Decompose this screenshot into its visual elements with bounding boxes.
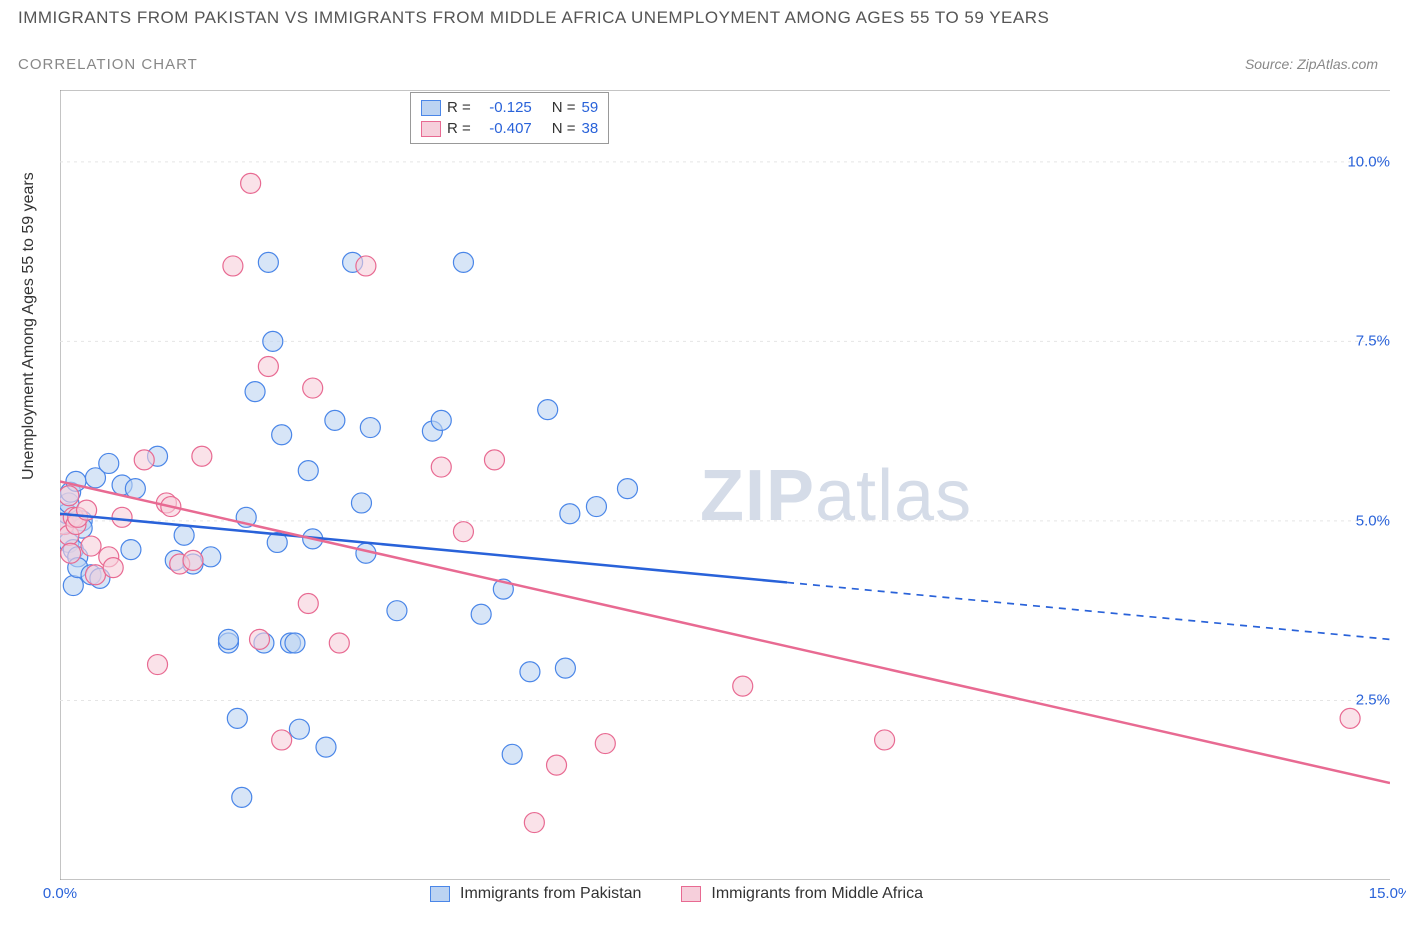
r-value: -0.125 bbox=[477, 99, 532, 116]
n-value: 59 bbox=[582, 99, 599, 116]
r-value: -0.407 bbox=[477, 120, 532, 137]
chart-subtitle: CORRELATION CHART bbox=[18, 56, 198, 73]
legend-swatch bbox=[681, 886, 701, 902]
legend-stat-row: R = -0.407 N = 38 bbox=[421, 118, 598, 139]
y-axis-label: Unemployment Among Ages 55 to 59 years bbox=[20, 172, 38, 480]
r-label: R = bbox=[447, 120, 471, 137]
n-value: 38 bbox=[582, 120, 599, 137]
watermark-light: atlas bbox=[815, 456, 972, 536]
n-label: N = bbox=[552, 120, 576, 137]
x-tick-label: 15.0% bbox=[1369, 885, 1406, 902]
chart-title: IMMIGRANTS FROM PAKISTAN VS IMMIGRANTS F… bbox=[18, 8, 1049, 28]
legend-stat-row: R = -0.125 N = 59 bbox=[421, 97, 598, 118]
y-tick-label: 7.5% bbox=[1356, 333, 1390, 350]
watermark-bold: ZIP bbox=[700, 456, 815, 536]
n-label: N = bbox=[552, 99, 576, 116]
legend-series-label: Immigrants from Middle Africa bbox=[711, 885, 923, 903]
y-tick-label: 2.5% bbox=[1356, 692, 1390, 709]
chart-area: 2.5%5.0%7.5%10.0% 0.0%15.0% ZIPatlas R =… bbox=[60, 90, 1390, 880]
y-tick-label: 10.0% bbox=[1347, 153, 1390, 170]
legend-swatch bbox=[430, 886, 450, 902]
correlation-legend: R = -0.125 N = 59 R = -0.407 N = 38 bbox=[410, 92, 609, 144]
watermark: ZIPatlas bbox=[700, 455, 972, 537]
source-attribution: Source: ZipAtlas.com bbox=[1245, 56, 1378, 72]
x-tick-label: 0.0% bbox=[43, 885, 77, 902]
r-label: R = bbox=[447, 99, 471, 116]
legend-series-label: Immigrants from Pakistan bbox=[460, 885, 641, 903]
legend-swatch bbox=[421, 121, 441, 137]
legend-swatch bbox=[421, 100, 441, 116]
y-tick-label: 5.0% bbox=[1356, 512, 1390, 529]
series-legend: Immigrants from Pakistan Immigrants from … bbox=[430, 885, 953, 903]
